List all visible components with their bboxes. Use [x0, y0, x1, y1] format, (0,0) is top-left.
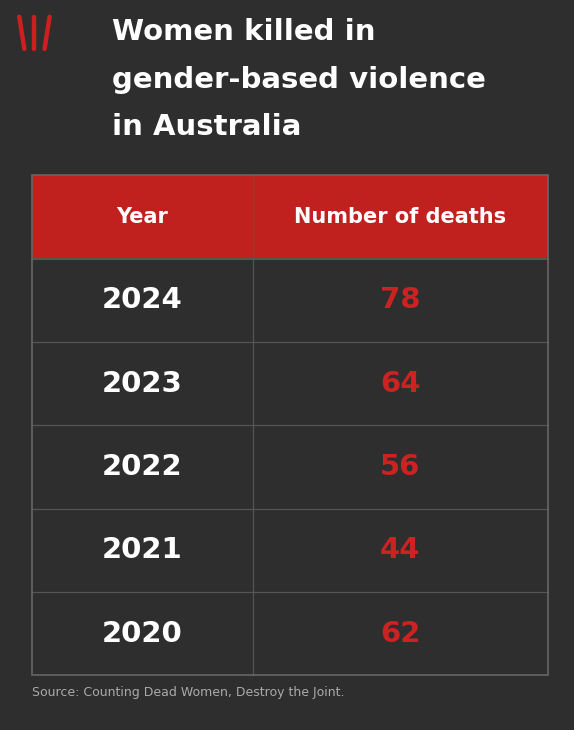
- Bar: [32, 175, 548, 258]
- Bar: [32, 509, 548, 592]
- Text: 78: 78: [380, 286, 421, 314]
- Text: 62: 62: [380, 620, 421, 648]
- Text: 2023: 2023: [102, 369, 183, 398]
- Text: 2020: 2020: [102, 620, 183, 648]
- Text: Number of deaths: Number of deaths: [294, 207, 506, 227]
- Text: 2024: 2024: [102, 286, 183, 314]
- Bar: [32, 592, 548, 675]
- Text: 44: 44: [380, 537, 421, 564]
- Text: Women killed in: Women killed in: [112, 18, 375, 46]
- Text: Year: Year: [116, 207, 168, 227]
- Text: 56: 56: [380, 453, 421, 481]
- Text: gender-based violence: gender-based violence: [112, 66, 486, 93]
- Bar: [32, 175, 548, 675]
- Bar: [32, 258, 548, 342]
- Text: 2022: 2022: [102, 453, 183, 481]
- Text: in Australia: in Australia: [112, 113, 301, 141]
- Text: 64: 64: [380, 369, 421, 398]
- Text: Source: Counting Dead Women, Destroy the Joint.: Source: Counting Dead Women, Destroy the…: [32, 686, 344, 699]
- Bar: [32, 425, 548, 509]
- Bar: [32, 342, 548, 425]
- Text: 2021: 2021: [102, 537, 183, 564]
